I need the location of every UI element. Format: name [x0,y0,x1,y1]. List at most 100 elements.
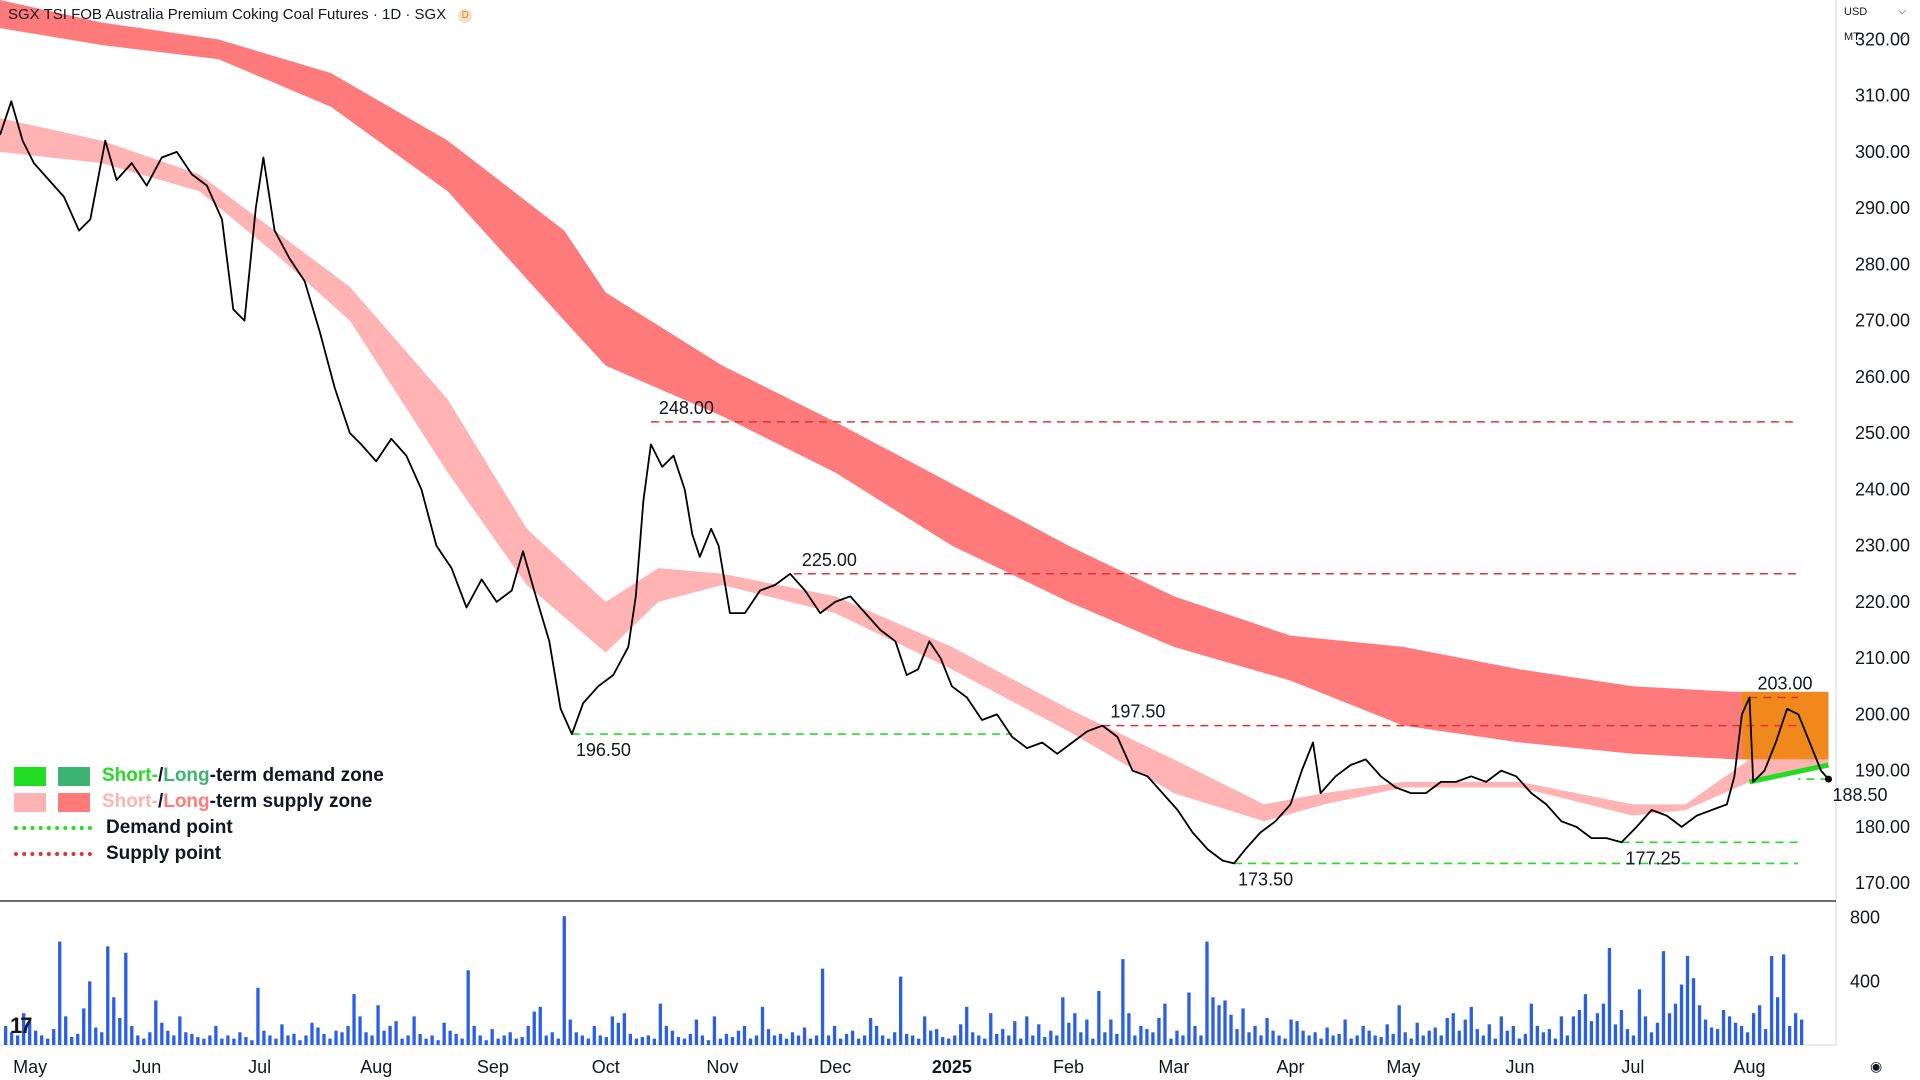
volume-bar [826,1035,831,1045]
volume-bar [436,1040,440,1045]
time-tick-label: Jul [248,1057,271,1077]
volume-bar [1127,1013,1131,1045]
volume-bar [802,1027,807,1045]
volume-bar [28,1021,32,1045]
volume-bar [76,1033,80,1045]
volume-bar [754,1035,759,1045]
volume-bar [856,1038,861,1045]
volume-bar [526,1025,530,1045]
volume-bar [1115,1033,1119,1045]
price-tick-label: 300.00 [1855,142,1910,162]
time-tick-label: Aug [360,1057,392,1077]
volume-bar [40,1035,44,1045]
volume-bar [1211,997,1215,1045]
volume-bar [1769,955,1774,1045]
time-tick-label: Apr [1276,1057,1304,1077]
volume-bar [1331,1035,1335,1045]
chevron-down-icon: ⌵ [1898,6,1906,17]
volume-bar [1679,984,1684,1045]
time-tick-label: Aug [1733,1057,1765,1077]
volume-bar [1451,1013,1455,1045]
volume-bar [604,1037,608,1045]
price-tick-label: 230.00 [1855,536,1910,556]
volume-bar [484,1040,488,1045]
volume-bar [1655,1022,1660,1045]
time-tick-label: Jun [132,1057,161,1077]
volume-bar [424,1038,428,1045]
volume-bar [1397,1005,1401,1045]
volume-bar [796,1035,801,1045]
volume-bar [1541,1032,1546,1045]
volume-bar [322,1033,326,1045]
volume-tick-label: 400 [1850,971,1880,991]
legend-demand-sep: / [157,765,164,786]
volume-bar [682,1038,687,1045]
volume-bar [1301,1030,1305,1045]
short-term-demand-band [1748,762,1829,785]
volume-bar [1595,1013,1600,1045]
price-tick-label: 180.00 [1855,817,1910,837]
volume-bar [1493,1038,1497,1045]
volume-bar [724,1033,729,1045]
price-annotations: 248.00 225.00 197.50 203.00 196.50 173.50 177.… [576,398,1888,890]
volume-bar [850,1030,855,1045]
volume-bar [1079,1032,1083,1045]
volume-bar [298,1040,302,1045]
volume-bar [1091,1038,1095,1045]
volume-bar [1133,1035,1137,1045]
unit-label: MT [1844,31,1860,43]
volume-bar [1181,1035,1185,1045]
volume-bar [1415,1022,1419,1045]
volume-bar [1337,1033,1341,1045]
volume-bar [664,1025,669,1045]
volume-bar [406,1035,410,1045]
volume-bar [1583,994,1588,1045]
volume-bar [965,1006,969,1045]
volume-bar [532,1011,536,1045]
volume-bar [670,1030,675,1045]
unit-selector[interactable]: MT ⌵ [1838,27,1912,47]
volume-bar [1055,1035,1059,1045]
volume-bar [760,1006,765,1045]
volume-bar [178,1016,182,1045]
volume-bar [1619,1010,1624,1045]
chart-title: SGX TSI FOB Australia Premium Coking Coa… [8,6,473,23]
volume-bar [892,1032,897,1045]
volume-bar [580,1035,584,1045]
time-tick-label: May [1386,1057,1420,1077]
delayed-data-badge[interactable]: D [458,9,473,23]
volume-bar [616,1022,620,1045]
volume-bar [862,1035,867,1045]
legend-supply-rest: -term supply zone [209,791,373,812]
volume-bar [1469,1006,1473,1045]
volume-bar [268,1035,272,1045]
price-annotation: 177.25 [1626,848,1681,868]
time-tick-label: May [13,1057,47,1077]
volume-bar [352,994,356,1045]
currency-selector[interactable]: USD ⌵ [1838,2,1912,22]
price-tick-label: 170.00 [1855,873,1910,893]
volume-bar [953,1035,957,1045]
volume-bar [742,1025,747,1045]
volume-bar [274,1038,278,1045]
time-axis[interactable]: May Jun Jul Aug Sep Oct Nov Dec 2025 Feb Mar Apr May… [13,1057,1765,1077]
demand-point-swatch [14,826,92,830]
volume-bar [736,1030,741,1045]
volume-bar [1613,1024,1618,1045]
volume-bar [1517,1038,1521,1045]
volume-bar [514,1038,518,1045]
price-axis[interactable]: 320.00 310.00 300.00 290.00 280.00 270.00 260.… [1855,29,1910,893]
price-tick-label: 270.00 [1855,311,1910,331]
settings-gear-icon[interactable]: ◉ [1870,1058,1883,1074]
long-term-supply-band [0,0,1829,760]
legend-demand-zone: Short- / Long -term demand zone [14,763,384,789]
volume-bar [418,1033,422,1045]
volume-bar [1427,1030,1431,1045]
volume-bar [202,1038,206,1045]
tradingview-logo-icon[interactable]: 17 [10,1013,33,1038]
volume-bar [1247,1032,1251,1045]
volume-bar [820,968,825,1045]
volume-bar [959,1024,963,1045]
volume-bar [490,1029,494,1045]
